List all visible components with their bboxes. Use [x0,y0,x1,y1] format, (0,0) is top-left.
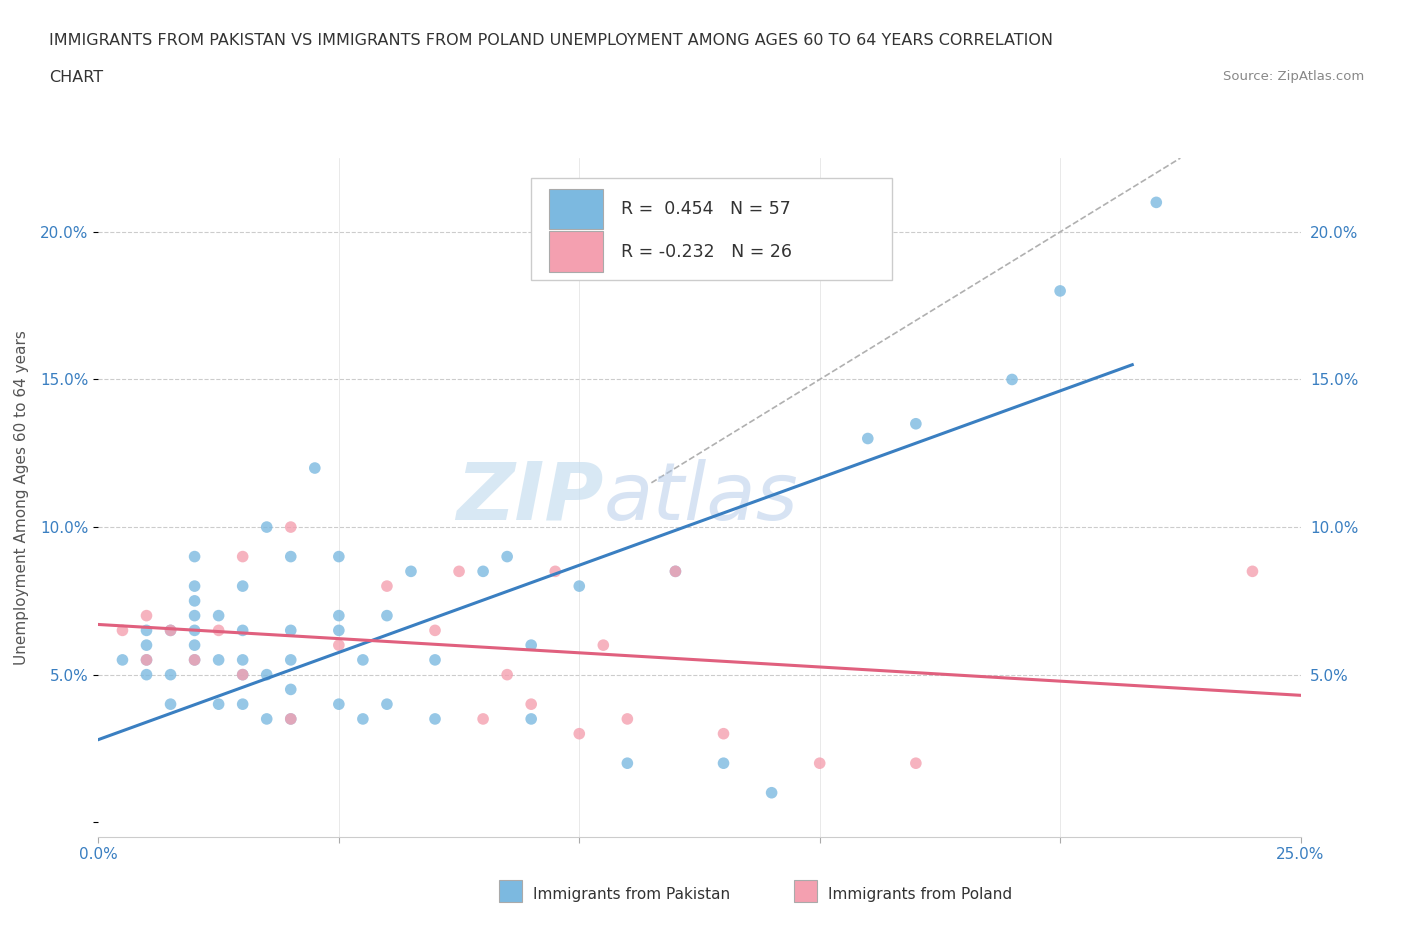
Point [280,623,302,638]
Point [135,667,157,682]
Point [135,653,157,668]
Point [280,682,302,697]
Point [399,564,422,578]
Point [904,756,927,771]
Point [135,653,157,668]
Point [208,653,231,668]
Text: Immigrants from Poland: Immigrants from Poland [828,887,1012,902]
Point [232,578,254,593]
Point [183,653,205,668]
Point [423,623,446,638]
Point [256,711,278,726]
Text: Immigrants from Pakistan: Immigrants from Pakistan [533,887,730,902]
Point [592,638,614,653]
Point [447,564,470,578]
Point [232,697,254,711]
Point [183,623,205,638]
Point [808,756,831,771]
Point [280,711,302,726]
Point [352,711,374,726]
Text: R =  0.454   N = 57: R = 0.454 N = 57 [621,200,792,218]
Point [183,578,205,593]
Point [232,667,254,682]
Point [232,623,254,638]
Point [159,623,181,638]
Point [159,697,181,711]
Text: atlas: atlas [603,458,799,537]
Point [496,667,519,682]
Point [232,667,254,682]
Point [375,578,398,593]
Point [520,638,543,653]
Bar [531,179,891,280]
Point [256,667,278,682]
Bar [550,189,603,230]
Point [135,623,157,638]
Text: Source: ZipAtlas.com: Source: ZipAtlas.com [1223,70,1364,83]
Point [568,578,591,593]
Point [328,697,350,711]
Point [520,697,543,711]
Point [328,608,350,623]
Point [183,638,205,653]
Y-axis label: Unemployment Among Ages 60 to 64 years: Unemployment Among Ages 60 to 64 years [14,330,30,665]
Point [208,623,231,638]
Point [664,564,686,578]
Point [328,638,350,653]
Point [208,697,231,711]
Point [375,608,398,623]
Point [183,549,205,564]
Point [280,711,302,726]
Point [520,711,543,726]
Point [159,623,181,638]
Point [183,608,205,623]
Point [280,549,302,564]
Point [183,593,205,608]
Point [1001,372,1024,387]
Point [423,653,446,668]
Point [904,417,927,432]
Point [256,520,278,535]
Point [135,638,157,653]
Point [328,549,350,564]
Point [616,711,638,726]
Point [135,608,157,623]
Point [423,711,446,726]
Text: R = -0.232   N = 26: R = -0.232 N = 26 [621,243,793,260]
Point [664,564,686,578]
Point [375,697,398,711]
Point [183,653,205,668]
Point [1049,284,1071,299]
Point [111,653,134,668]
Point [761,785,783,800]
Point [713,756,735,771]
Text: IMMIGRANTS FROM PAKISTAN VS IMMIGRANTS FROM POLAND UNEMPLOYMENT AMONG AGES 60 TO: IMMIGRANTS FROM PAKISTAN VS IMMIGRANTS F… [49,33,1053,47]
Point [856,432,879,446]
Point [616,756,638,771]
Point [232,653,254,668]
Point [159,667,181,682]
Point [568,726,591,741]
Point [544,564,567,578]
Point [1144,195,1167,210]
Point [352,653,374,668]
Point [208,608,231,623]
Point [496,549,519,564]
Point [713,726,735,741]
Point [280,520,302,535]
Point [472,564,495,578]
Point [328,623,350,638]
Text: CHART: CHART [49,70,103,85]
Point [280,653,302,668]
Text: ZIP: ZIP [456,458,603,537]
Point [1241,564,1264,578]
Bar [550,232,603,272]
Point [111,623,134,638]
Point [472,711,495,726]
Point [304,460,326,475]
Point [232,549,254,564]
